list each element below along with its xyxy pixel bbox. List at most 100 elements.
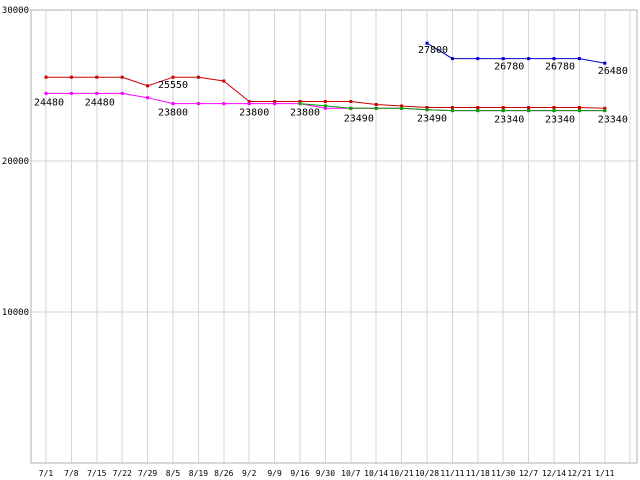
green-line-point (476, 109, 480, 113)
y-tick-label: 30000 (2, 6, 29, 16)
red-line-point (501, 106, 505, 109)
x-tick-label: 9/16 (290, 469, 309, 478)
magenta-line-point (95, 91, 99, 95)
point-value-label: 24480 (34, 97, 64, 108)
blue-line-point (603, 61, 607, 65)
point-value-label: 23340 (545, 115, 575, 126)
green-line-point (298, 102, 302, 106)
x-tick-label: 1/11 (595, 469, 614, 478)
x-tick-label: 9/2 (242, 469, 257, 478)
x-tick-label: 7/15 (87, 469, 106, 478)
x-tick-label: 7/8 (64, 469, 79, 478)
red-line-point (577, 106, 581, 109)
green-line-point (552, 109, 556, 113)
point-value-label: 26780 (545, 62, 575, 73)
green-line-point (603, 109, 607, 113)
magenta-line-point (120, 91, 124, 95)
x-tick-label: 12/14 (542, 469, 566, 478)
green-line-point (425, 108, 429, 112)
x-tick-label: 11/30 (491, 469, 515, 478)
x-tick-label: 11/18 (466, 469, 490, 478)
blue-line-point (552, 57, 556, 61)
x-tick-label: 12/7 (519, 469, 538, 478)
x-tick-label: 10/14 (364, 469, 388, 478)
y-tick-label: 20000 (2, 157, 29, 167)
red-line-point (349, 100, 353, 103)
x-tick-label: 7/22 (113, 469, 132, 478)
point-value-label: 25550 (158, 80, 188, 91)
red-line-point (400, 104, 404, 108)
grid-lines (31, 9, 637, 463)
point-value-label: 23800 (239, 108, 269, 119)
magenta-line-point (196, 102, 200, 106)
green-line-point (374, 106, 378, 110)
green-line-point (349, 106, 353, 110)
red-line-point (552, 106, 556, 109)
red-line-point (374, 103, 378, 106)
red-line-point (527, 106, 531, 109)
blue-line-point (450, 57, 454, 61)
magenta-line-point (323, 106, 327, 110)
point-value-label: 23490 (417, 113, 447, 124)
green-line-point (577, 109, 581, 113)
red-line-point (120, 75, 124, 79)
point-value-label: 26780 (494, 62, 524, 73)
green-line-series (298, 102, 607, 113)
red-line-point (273, 100, 277, 103)
red-line-point (69, 75, 73, 79)
green-line-point (400, 106, 404, 110)
x-axis-labels: 7/1 7/8 7/15 7/22 7/29 8/5 8/19 8/26 9/2 9/9 9/16 9… (39, 469, 615, 478)
magenta-line-point (44, 91, 48, 95)
point-value-label: 23800 (290, 108, 320, 119)
y-tick-label: 10000 (2, 308, 29, 318)
red-line-point (95, 75, 99, 79)
red-line-point (222, 79, 226, 83)
point-value-label: 23340 (494, 115, 524, 126)
blue-line-point (577, 57, 581, 61)
green-line-point (527, 109, 531, 113)
magenta-line-point (247, 102, 251, 106)
point-value-labels: 24480 24480 25550 23800 23800 23800 23490 23490… (34, 45, 628, 125)
point-value-label: 23340 (598, 115, 628, 126)
x-tick-label: 11/11 (440, 469, 464, 478)
x-tick-label: 10/21 (390, 469, 414, 478)
red-line-point (450, 106, 454, 109)
blue-line-point (425, 41, 429, 45)
plot-border (30, 9, 638, 464)
green-line-point (450, 109, 454, 113)
x-tick-label: 12/21 (567, 469, 591, 478)
magenta-line-point (273, 102, 277, 106)
x-tick-label: 7/1 (39, 469, 54, 478)
x-tick-label: 8/5 (166, 469, 181, 478)
red-line-point (476, 106, 480, 109)
x-tick-label: 9/30 (316, 469, 335, 478)
magenta-line-point (222, 102, 226, 106)
y-axis-labels: 10000 20000 30000 (2, 6, 29, 318)
x-tick-label: 10/7 (341, 469, 360, 478)
point-value-label: 24480 (85, 97, 115, 108)
red-line-point (44, 75, 48, 79)
x-tick-label: 7/29 (138, 469, 157, 478)
green-line-point (501, 109, 505, 113)
blue-line-point (476, 57, 480, 61)
magenta-line-point (171, 102, 175, 106)
red-line-point (171, 75, 175, 79)
red-line-point (323, 100, 327, 103)
blue-line-point (501, 57, 505, 61)
green-line-point (323, 104, 327, 108)
x-tick-label: 8/26 (214, 469, 233, 478)
red-line-series (44, 75, 607, 110)
red-line-point (298, 100, 302, 103)
x-tick-label: 8/19 (189, 469, 208, 478)
magenta-line-point (69, 91, 73, 95)
blue-line-series (425, 41, 607, 65)
red-line-point (196, 75, 200, 79)
red-line-point (146, 84, 150, 88)
blue-line (426, 42, 605, 64)
point-value-label: 23800 (158, 108, 188, 119)
point-value-label: 26480 (598, 66, 628, 77)
red-line-point (247, 100, 251, 103)
red-line-point (603, 106, 607, 110)
